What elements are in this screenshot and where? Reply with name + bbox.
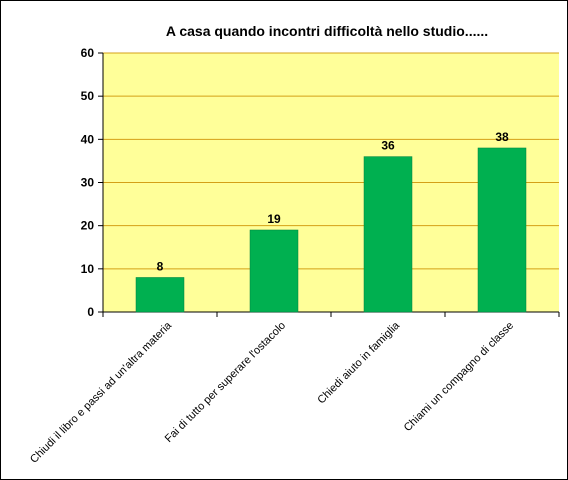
- y-tick-label: 60: [81, 46, 95, 60]
- x-category-label: Chiami un compagno di classe: [402, 320, 516, 434]
- bar: [477, 147, 527, 313]
- data-label: 19: [267, 212, 281, 226]
- y-tick-label: 20: [81, 219, 95, 233]
- x-category-label: Fai di tutto per superare l'ostacolo: [163, 320, 288, 445]
- y-tick-label: 50: [81, 89, 95, 103]
- data-label: 38: [495, 130, 509, 144]
- y-tick-label: 30: [81, 176, 95, 190]
- bar: [249, 229, 299, 313]
- bar: [363, 156, 413, 313]
- y-tick-label: 40: [81, 132, 95, 146]
- y-tick-label: 0: [87, 305, 94, 319]
- y-tick-label: 10: [81, 262, 95, 276]
- chart-title: A casa quando incontri difficoltà nello …: [165, 23, 489, 39]
- x-category-label: Chiedi aiuto in famiglia: [315, 319, 402, 406]
- data-label: 36: [381, 139, 395, 153]
- data-label: 8: [157, 259, 164, 273]
- x-category-label: Chiudi il libro e passi ad un'altra mate…: [28, 319, 175, 466]
- bar: [135, 277, 185, 313]
